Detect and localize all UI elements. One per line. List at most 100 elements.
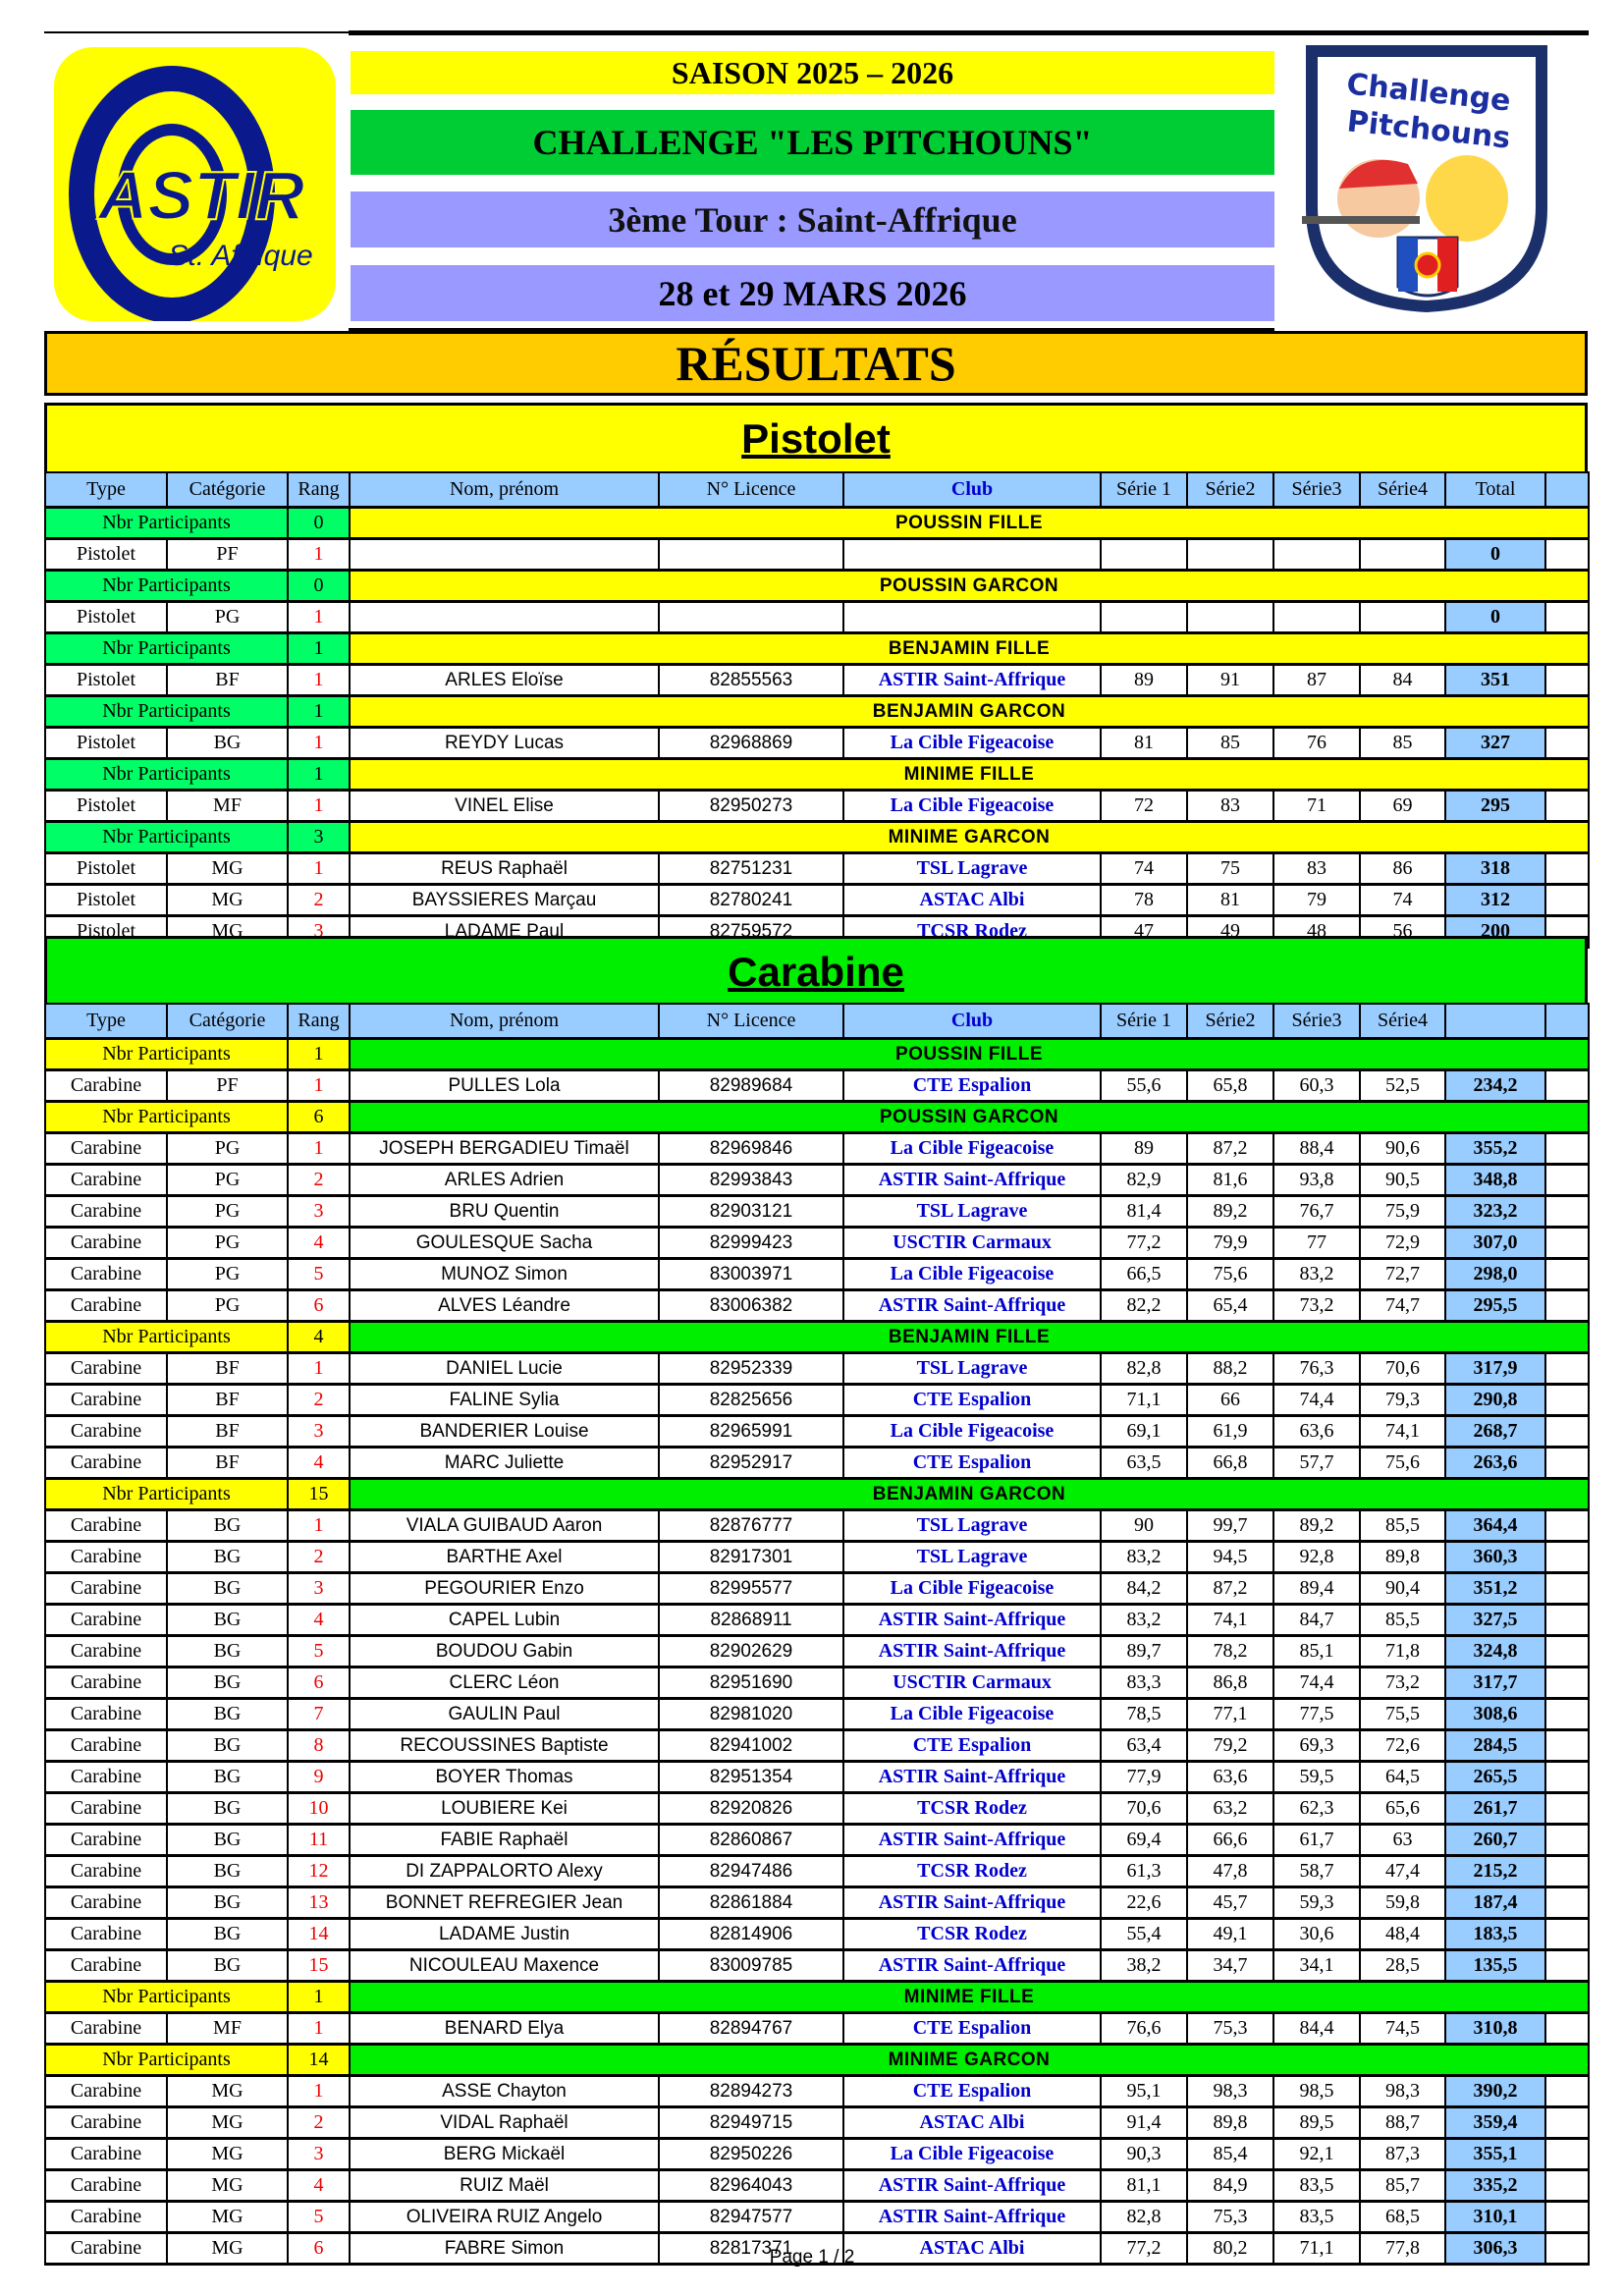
result-row: Carabine PG 5 MUNOZ Simon 83003971 La Cible F…	[44, 1257, 1590, 1291]
category-cell: MG	[166, 851, 289, 886]
serie-4-cell: 75,9	[1359, 1194, 1446, 1229]
category-cell: BF	[166, 1383, 289, 1417]
category-cell: BG	[166, 1823, 289, 1857]
spacer-cell	[1544, 2011, 1590, 2046]
total-cell: 324,8	[1444, 1634, 1546, 1668]
serie-4-cell: 73,2	[1359, 1666, 1446, 1700]
spacer-cell	[1544, 1288, 1590, 1323]
club-cell: CTE Espalion	[842, 1728, 1102, 1763]
category-row: Nbr Participants 0 POUSSIN FILLE	[44, 506, 1590, 540]
type-cell: Carabine	[44, 2011, 168, 2046]
spacer-cell	[1544, 1163, 1590, 1197]
serie-3-cell: 77	[1272, 1226, 1361, 1260]
serie-1-cell: 82,9	[1100, 1163, 1188, 1197]
type-cell: Pistolet	[44, 726, 168, 760]
category-title: MINIME GARCON	[349, 2043, 1590, 2077]
spacer-cell	[1544, 1823, 1590, 1857]
participants-count: 1	[287, 631, 351, 666]
club-cell: TSL Lagrave	[842, 851, 1102, 886]
page-number: Page 1 / 2	[769, 2247, 855, 2268]
licence-cell: 82941002	[658, 1728, 844, 1763]
type-cell: Carabine	[44, 1666, 168, 1700]
rank-cell: 6	[287, 1288, 351, 1323]
type-cell: Pistolet	[44, 883, 168, 917]
serie-3-cell: 89,4	[1272, 1571, 1361, 1606]
serie-2-cell: 89,2	[1186, 1194, 1274, 1229]
rank-cell: 6	[287, 1666, 351, 1700]
participants-count: 14	[287, 2043, 351, 2077]
serie-2-cell: 99,7	[1186, 1508, 1274, 1543]
spacer-cell	[1544, 1760, 1590, 1794]
serie-2-cell: 87,2	[1186, 1131, 1274, 1166]
serie-1-cell	[1100, 600, 1188, 634]
serie-4-cell: 72,6	[1359, 1728, 1446, 1763]
column-header-name: Nom, prénom	[349, 1003, 660, 1040]
category-cell: PG	[166, 1131, 289, 1166]
serie-4-cell: 85,5	[1359, 1603, 1446, 1637]
spacer-cell	[1544, 2231, 1590, 2266]
category-cell: MF	[166, 2011, 289, 2046]
category-cell: BF	[166, 663, 289, 697]
club-cell: La Cible Figeacoise	[842, 1571, 1102, 1606]
spacer-cell	[1544, 851, 1590, 886]
result-row: Pistolet PF 1 0	[44, 537, 1590, 572]
spacer-cell	[1544, 883, 1590, 917]
category-cell: PG	[166, 1194, 289, 1229]
participants-label: Nbr Participants	[44, 631, 289, 666]
rank-cell: 10	[287, 1791, 351, 1826]
name-cell: MARC Juliette	[349, 1446, 660, 1480]
serie-1-cell: 71,1	[1100, 1383, 1188, 1417]
result-row: Carabine BG 11 FABIE Raphaël 82860867 ASTIR S…	[44, 1823, 1590, 1857]
serie-4-cell: 75,5	[1359, 1697, 1446, 1731]
serie-1-cell: 72	[1100, 789, 1188, 823]
rank-cell: 4	[287, 1603, 351, 1637]
serie-3-cell: 98,5	[1272, 2074, 1361, 2108]
category-title: BENJAMIN GARCON	[349, 694, 1590, 729]
result-row: Carabine MG 5 OLIVEIRA RUIZ Angelo 82947577 A…	[44, 2200, 1590, 2234]
category-title: MINIME FILLE	[349, 1980, 1590, 2014]
name-cell: BAYSSIERES Marçau	[349, 883, 660, 917]
category-row: Nbr Participants 1 MINIME FILLE	[44, 1980, 1590, 2014]
rank-cell: 7	[287, 1697, 351, 1731]
club-cell: La Cible Figeacoise	[842, 1414, 1102, 1449]
category-title: POUSSIN FILLE	[349, 1037, 1590, 1071]
column-header-serie-1: Série 1	[1100, 471, 1188, 509]
serie-2-cell: 66,8	[1186, 1446, 1274, 1480]
category-cell: MG	[166, 2105, 289, 2140]
category-cell: PG	[166, 1226, 289, 1260]
result-row: Pistolet PG 1 0	[44, 600, 1590, 634]
category-title: BENJAMIN FILLE	[349, 1320, 1590, 1354]
rank-cell: 1	[287, 1131, 351, 1166]
result-row: Carabine BG 10 LOUBIERE Kei 82920826 TCSR Rod…	[44, 1791, 1590, 1826]
serie-3-cell: 76,7	[1272, 1194, 1361, 1229]
serie-3-cell: 57,7	[1272, 1446, 1361, 1480]
participants-label: Nbr Participants	[44, 1037, 289, 1071]
serie-3-cell: 58,7	[1272, 1854, 1361, 1888]
club-cell: TCSR Rodez	[842, 1854, 1102, 1888]
participants-count: 1	[287, 757, 351, 792]
column-header-club: Club	[842, 1003, 1102, 1040]
result-row: Carabine MF 1 BENARD Elya 82894767 CTE Espali…	[44, 2011, 1590, 2046]
serie-2-cell: 84,9	[1186, 2168, 1274, 2203]
serie-2-cell: 98,3	[1186, 2074, 1274, 2108]
column-header-licence: N° Licence	[658, 1003, 844, 1040]
rank-cell: 1	[287, 1508, 351, 1543]
name-cell: REYDY Lucas	[349, 726, 660, 760]
top-rule-thick	[349, 30, 1589, 35]
total-cell: 261,7	[1444, 1791, 1546, 1826]
club-cell: La Cible Figeacoise	[842, 726, 1102, 760]
serie-2-cell: 45,7	[1186, 1886, 1274, 1920]
licence-cell: 82965991	[658, 1414, 844, 1449]
participants-count: 0	[287, 506, 351, 540]
result-row: Pistolet BF 1 ARLES Eloïse 82855563 ASTIR Sai…	[44, 663, 1590, 697]
result-row: Pistolet MF 1 VINEL Elise 82950273 La Cible F…	[44, 789, 1590, 823]
serie-2-cell: 63,2	[1186, 1791, 1274, 1826]
rank-cell: 12	[287, 1854, 351, 1888]
serie-3-cell: 92,1	[1272, 2137, 1361, 2171]
spacer-cell	[1544, 1948, 1590, 1983]
result-row: Carabine MG 1 ASSE Chayton 82894273 CTE Espal…	[44, 2074, 1590, 2108]
serie-1-cell: 95,1	[1100, 2074, 1188, 2108]
total-cell: 327	[1444, 726, 1546, 760]
rank-cell: 1	[287, 2074, 351, 2108]
club-cell: ASTIR Saint-Affrique	[842, 2168, 1102, 2203]
